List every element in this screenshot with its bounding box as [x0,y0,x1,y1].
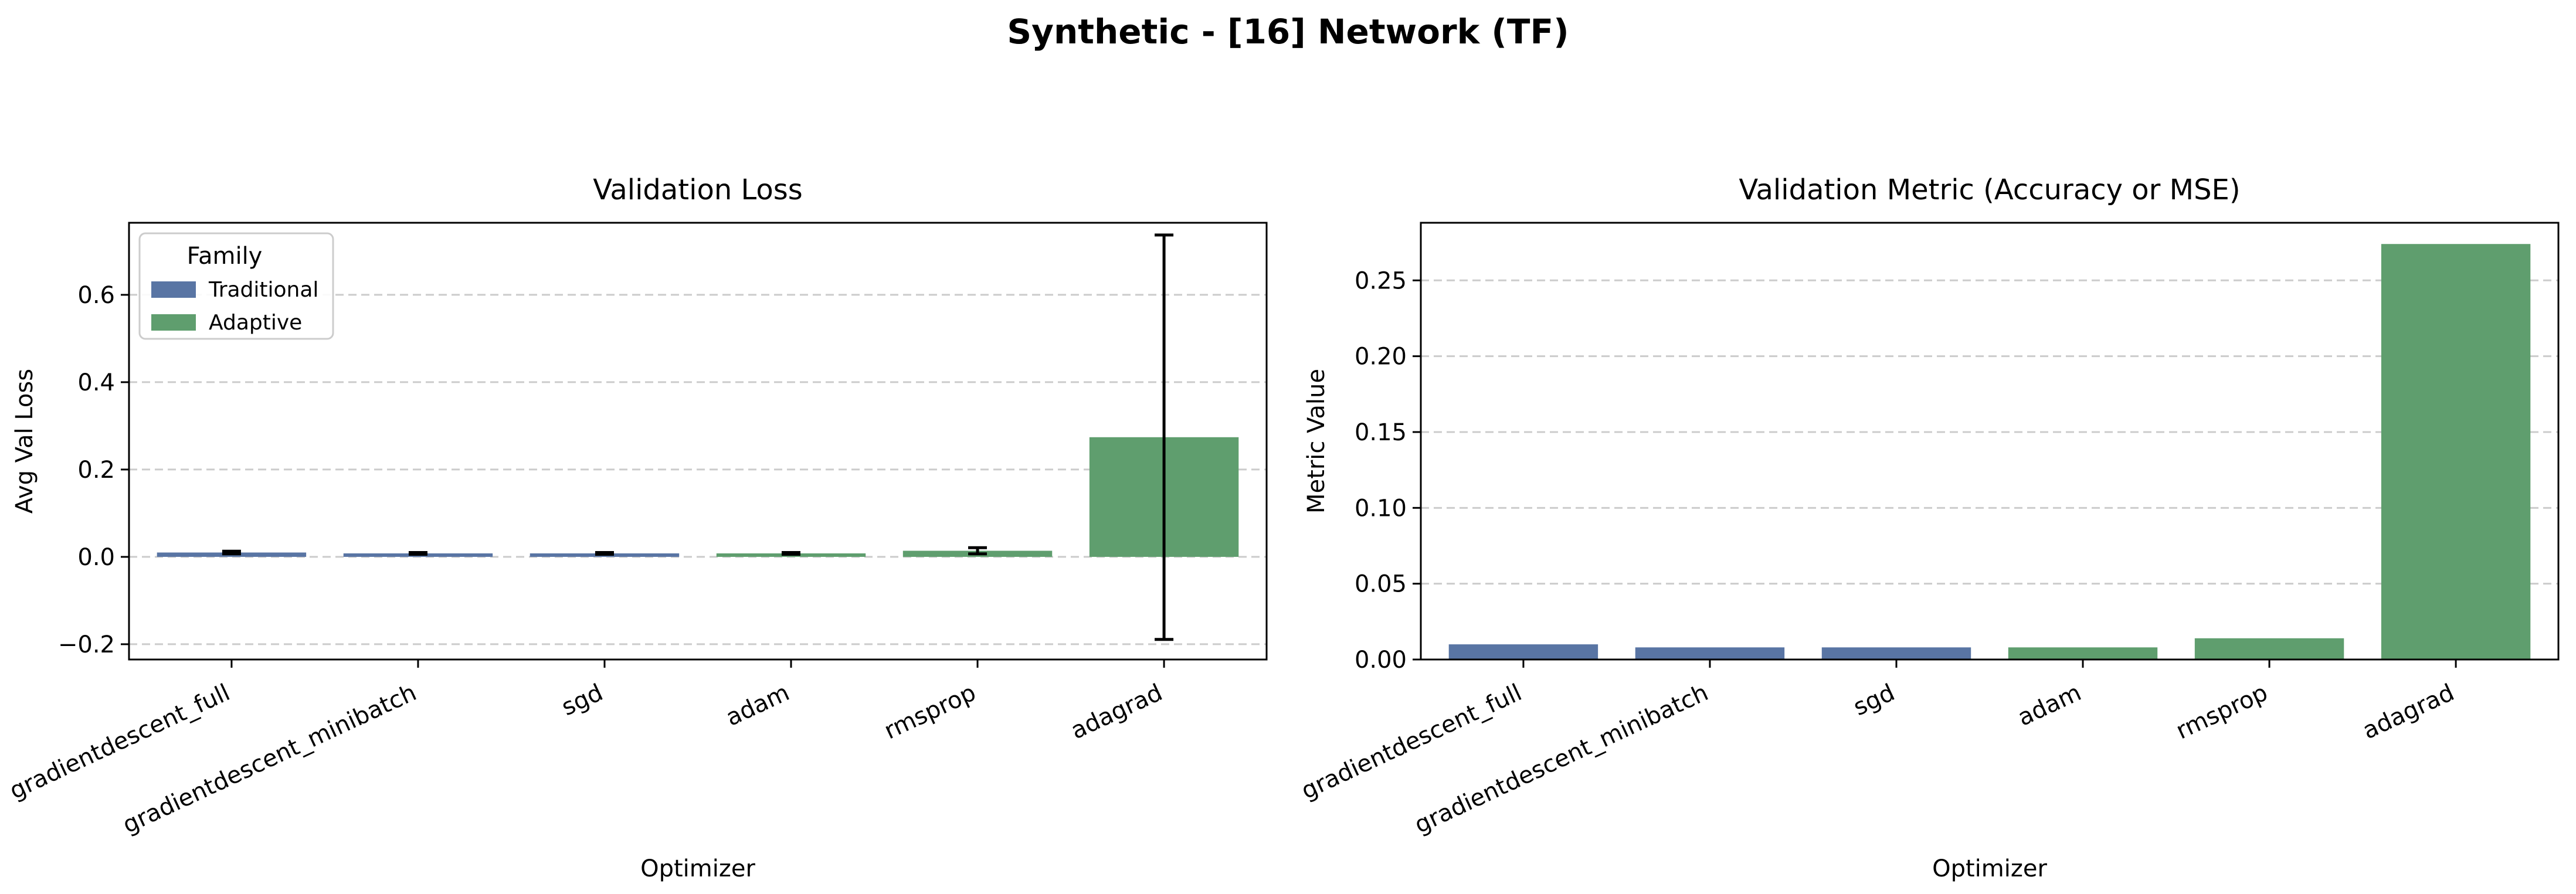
legend-swatch-adaptive [151,314,196,331]
ytick-label-0-2: 0.2 [77,457,115,484]
axes-frame-0 [128,222,1268,661]
ytick-label-0-3: 0.4 [77,369,115,396]
bar-sgd [1821,647,1971,660]
legend-box [138,232,334,340]
legend-title: Family [187,243,263,270]
ytick-label-1-3: 0.15 [1355,419,1407,446]
ytick-label-0-1: 0.0 [77,544,115,571]
axes-title-0: Validation Loss [593,174,803,206]
figure-title: Synthetic - [16] Network (TF) [1007,12,1569,52]
bar-adam [2008,647,2158,660]
ytick-label-1-1: 0.05 [1355,571,1407,598]
xtick-label-adam: adam [2014,679,2085,732]
legend-swatch-traditional [151,281,196,298]
bar-gradientdescent-minibatch [1635,647,1785,660]
axes-frame-1 [1420,222,2560,661]
ytick-label-1-4: 0.20 [1355,344,1407,370]
bar-adagrad [2381,244,2531,660]
ytick-label-0-4: 0.6 [77,282,115,309]
legend-label-adaptive: Adaptive [209,311,302,335]
xtick-label-gradientdescent-minibatch: gradientdescent_minibatch [118,679,420,839]
xtick-label-sgd: sgd [1849,679,1899,721]
ytick-label-1-2: 0.10 [1355,495,1407,522]
xtick-label-adagrad: adagrad [1067,679,1166,745]
xtick-label-adagrad: adagrad [2358,679,2458,745]
bar-rmsprop [2194,638,2344,660]
ytick-label-1-0: 0.00 [1355,647,1407,674]
axes-title-1: Validation Metric (Accuracy or MSE) [1739,174,2240,206]
legend-label-traditional: Traditional [208,278,318,302]
y-axis-label-1: Metric Value [1303,369,1330,514]
xtick-label-rmsprop: rmsprop [880,679,980,745]
bar-gradientdescent-full [1448,644,1598,660]
ytick-label-0-0: −0.2 [58,631,115,658]
xtick-label-sgd: sgd [558,679,607,721]
xtick-label-adam: adam [722,679,793,732]
x-axis-label-0: Optimizer [640,855,755,882]
xtick-label-gradientdescent-minibatch: gradientdescent_minibatch [1410,679,1712,839]
x-axis-label-1: Optimizer [1932,855,2047,882]
y-axis-label-0: Avg Val Loss [11,369,38,514]
xtick-label-rmsprop: rmsprop [2172,679,2272,745]
ytick-label-1-5: 0.25 [1355,267,1407,294]
